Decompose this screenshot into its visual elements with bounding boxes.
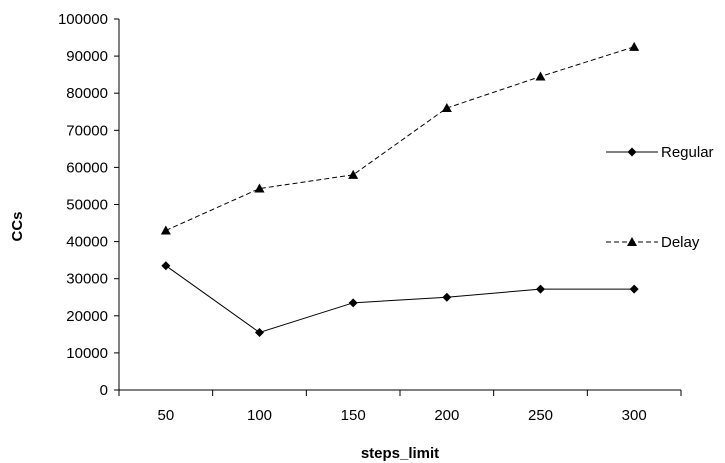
legend-marker (627, 147, 637, 157)
data-point (348, 298, 358, 308)
y-tick-label: 0 (100, 382, 108, 399)
legend-item-delay: Delay (606, 234, 700, 251)
legend-label: Delay (661, 234, 700, 251)
series-line-delay (165, 46, 635, 231)
data-point (161, 261, 171, 271)
x-tick-label: 50 (157, 407, 174, 424)
x-axis-title: steps_limit (361, 445, 439, 462)
y-tick-label: 20000 (66, 308, 108, 325)
x-tick-label: 250 (528, 407, 553, 424)
y-axis: 0 10000 20000 30000 40000 50000 60000 70000 8000… (58, 11, 120, 399)
series-line-regular (165, 265, 635, 334)
series-regular (161, 261, 639, 337)
data-point (160, 225, 171, 235)
data-point (629, 41, 640, 51)
legend-label: Regular (661, 144, 714, 161)
data-point (255, 327, 264, 337)
x-tick-label: 300 (622, 407, 647, 424)
y-tick-label: 30000 (66, 271, 108, 288)
y-tick-label: 60000 (66, 159, 108, 176)
y-tick-label: 10000 (66, 345, 108, 362)
legend-item-regular: Regular (606, 144, 714, 161)
data-point (348, 169, 359, 179)
data-point (535, 71, 546, 81)
data-point (442, 292, 452, 302)
data-point (629, 284, 639, 294)
y-tick-label: 50000 (66, 197, 108, 214)
y-tick-label: 70000 (66, 122, 108, 139)
y-tick-label: 90000 (66, 48, 108, 65)
series-layer (160, 41, 640, 337)
x-tick-label: 150 (341, 407, 366, 424)
data-point (254, 183, 265, 193)
y-tick-label: 40000 (66, 234, 108, 251)
data-point (536, 284, 545, 294)
legend: Regular Delay (606, 144, 714, 251)
x-tick-label: 100 (247, 407, 272, 424)
legend-marker (627, 237, 637, 246)
y-tick-label: 100000 (58, 11, 108, 28)
data-point (441, 103, 452, 113)
y-tick-label: 80000 (66, 85, 108, 102)
series-delay (160, 41, 640, 235)
x-tick-label: 200 (434, 407, 459, 424)
y-axis-title: CCs (9, 211, 26, 241)
x-axis: 50 100 150 200 250 300 (118, 389, 682, 424)
